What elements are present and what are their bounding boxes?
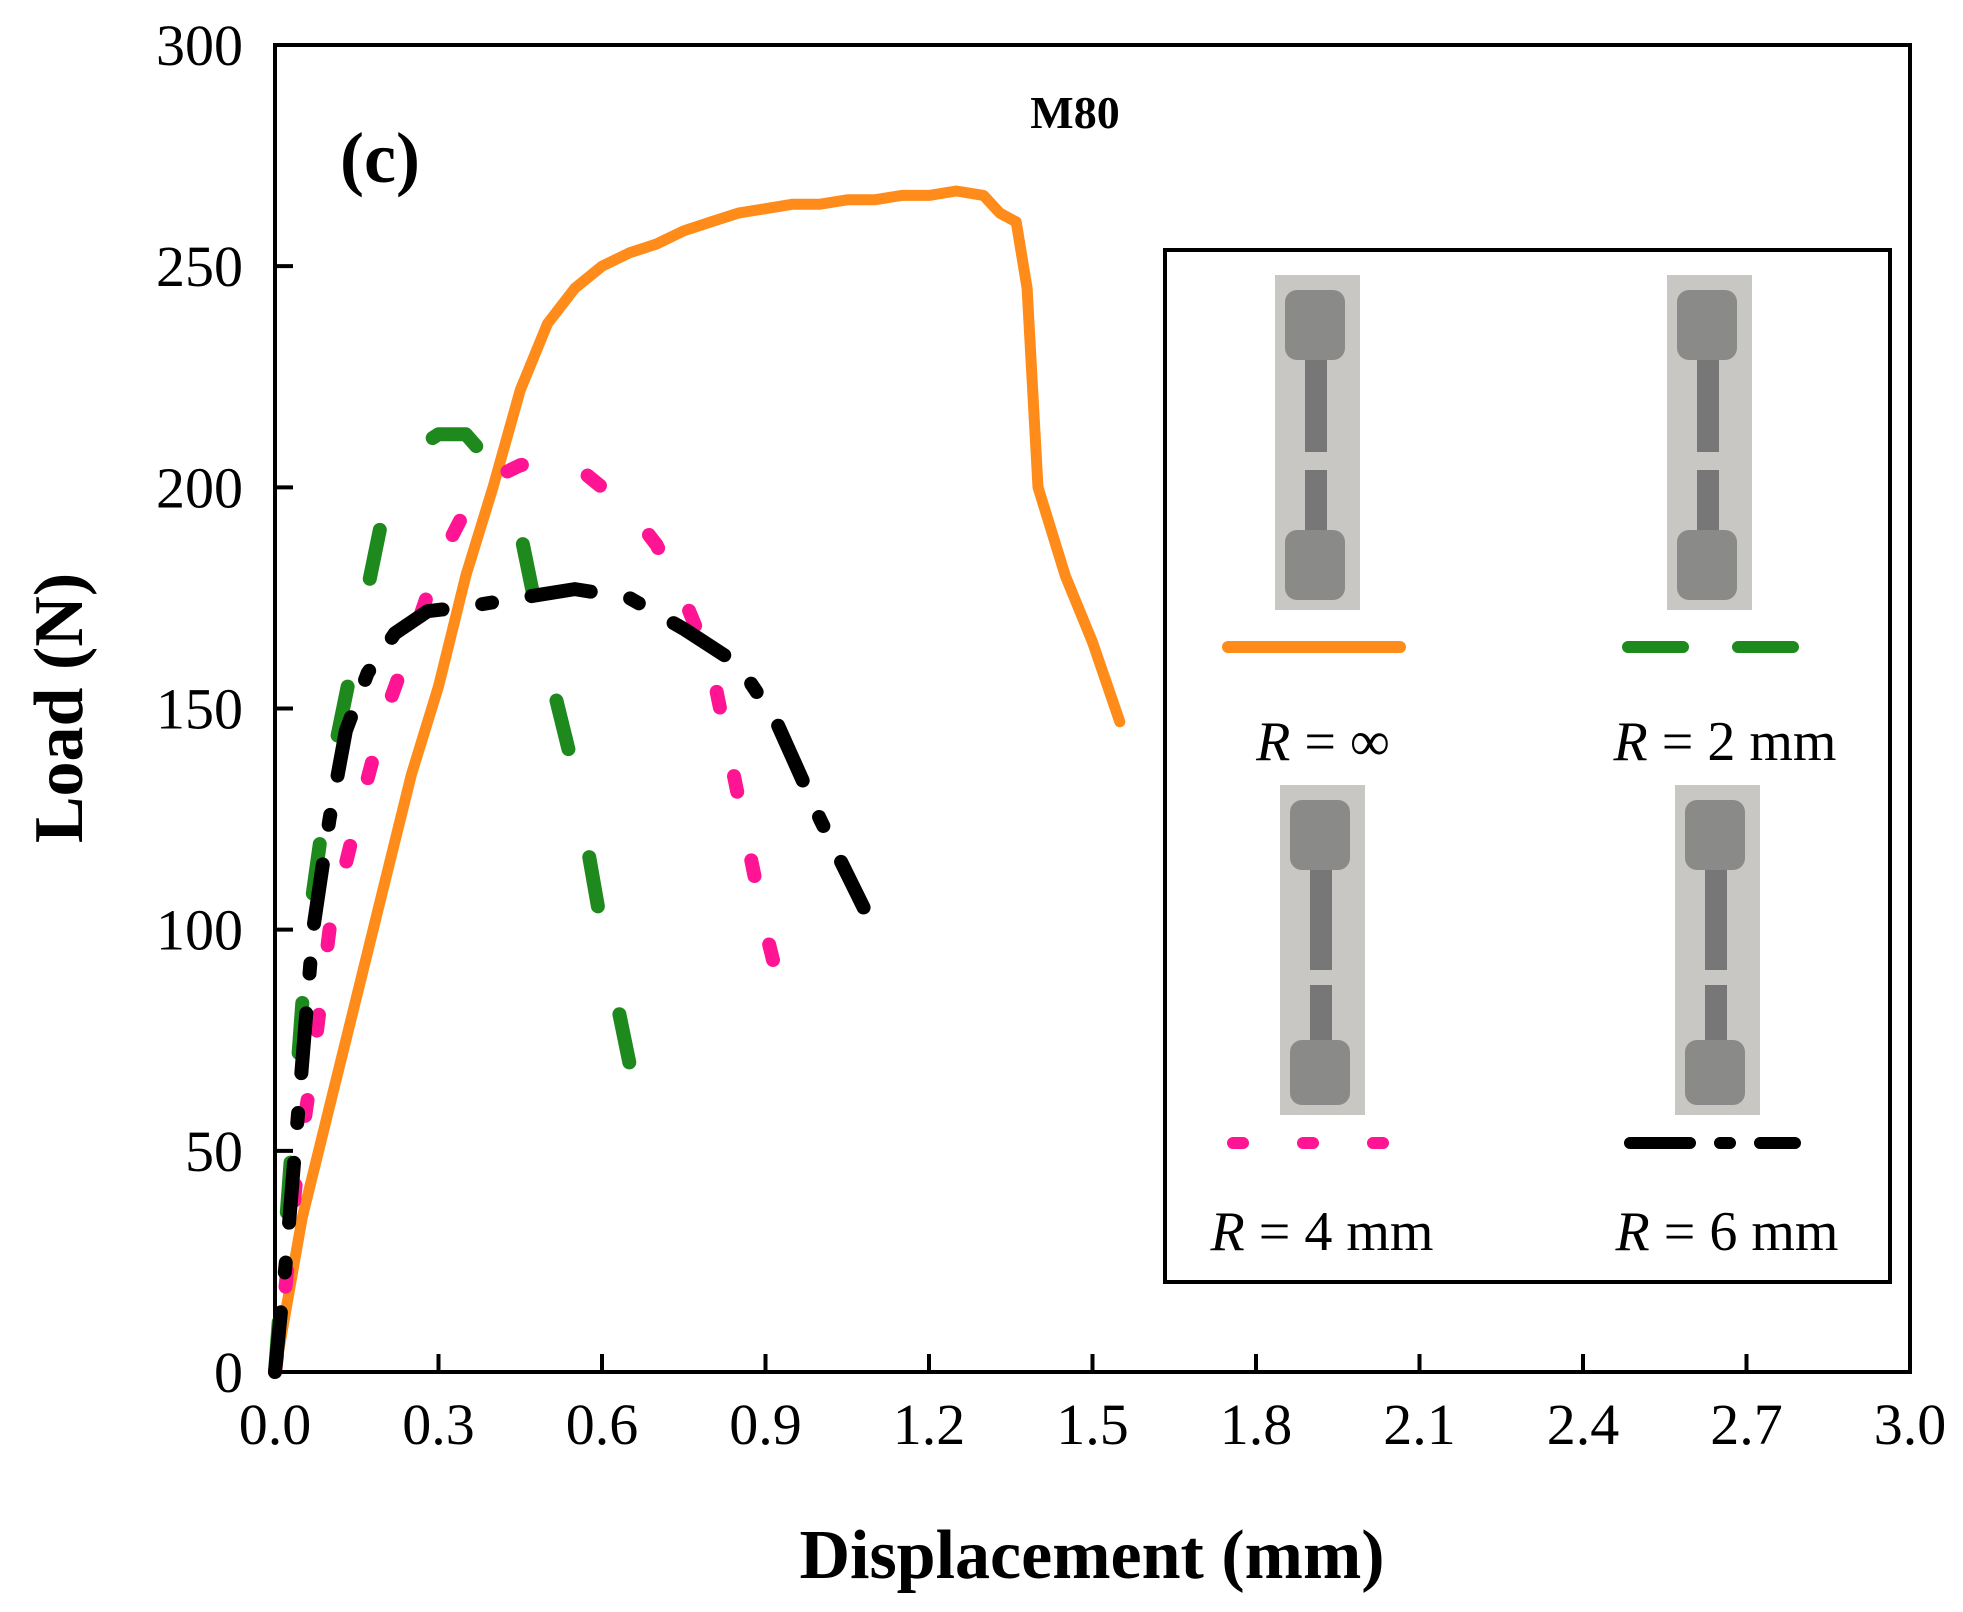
panel-label: (c): [340, 118, 420, 198]
x-tick-label: 0.9: [729, 1392, 802, 1457]
x-tick-label: 0.0: [239, 1392, 312, 1457]
y-tick-label: 100: [156, 898, 243, 963]
y-tick-label: 300: [156, 13, 243, 78]
y-tick-label: 200: [156, 455, 243, 520]
x-tick-label: 2.1: [1383, 1392, 1456, 1457]
legend-label-r-inf: R = ∞: [1255, 711, 1390, 773]
y-tick-label: 150: [156, 677, 243, 742]
x-tick-label: 1.8: [1220, 1392, 1293, 1457]
y-tick-label: 250: [156, 234, 243, 299]
legend-label-r-2: R = 2 mm: [1613, 711, 1837, 773]
specimen-photo-r-6: [1675, 785, 1760, 1115]
legend-label-r-4: R = 4 mm: [1210, 1201, 1434, 1263]
legend-swatches: [1222, 641, 1801, 1149]
specimen-photo-r-inf: [1275, 275, 1360, 610]
x-tick-label: 1.5: [1056, 1392, 1129, 1457]
series-line-3: [268, 582, 871, 1379]
legend: R = ∞ R = 2 mm R = 4 mm R = 6 mm: [1163, 248, 1892, 1284]
x-tick-label: 0.6: [566, 1392, 639, 1457]
axis-ticks: 0.0 0.3 0.6 0.9 1.2 1.5 1.8 2.1 2.4 2.7 3.0 0 50 100 1…: [156, 13, 1946, 1457]
specimen-photo-r-2: [1667, 275, 1752, 610]
series-line-0: [269, 185, 1126, 1378]
series-layer: [268, 185, 1126, 1379]
legend-label-r-6: R = 6 mm: [1615, 1201, 1839, 1263]
chart-title: M80: [1030, 87, 1119, 138]
y-tick-label: 50: [185, 1119, 243, 1184]
x-tick-label: 2.4: [1547, 1392, 1620, 1457]
x-tick-label: 1.2: [893, 1392, 966, 1457]
y-tick-label: 0: [214, 1340, 243, 1405]
x-tick-label: 2.7: [1710, 1392, 1783, 1457]
x-tick-label: 0.3: [402, 1392, 475, 1457]
specimen-photo-r-4: [1280, 785, 1365, 1115]
x-axis-label: Displacement (mm): [799, 1517, 1384, 1594]
y-axis-label: Load (N): [21, 573, 98, 843]
x-tick-label: 3.0: [1874, 1392, 1947, 1457]
series-line-1: [268, 427, 637, 1379]
